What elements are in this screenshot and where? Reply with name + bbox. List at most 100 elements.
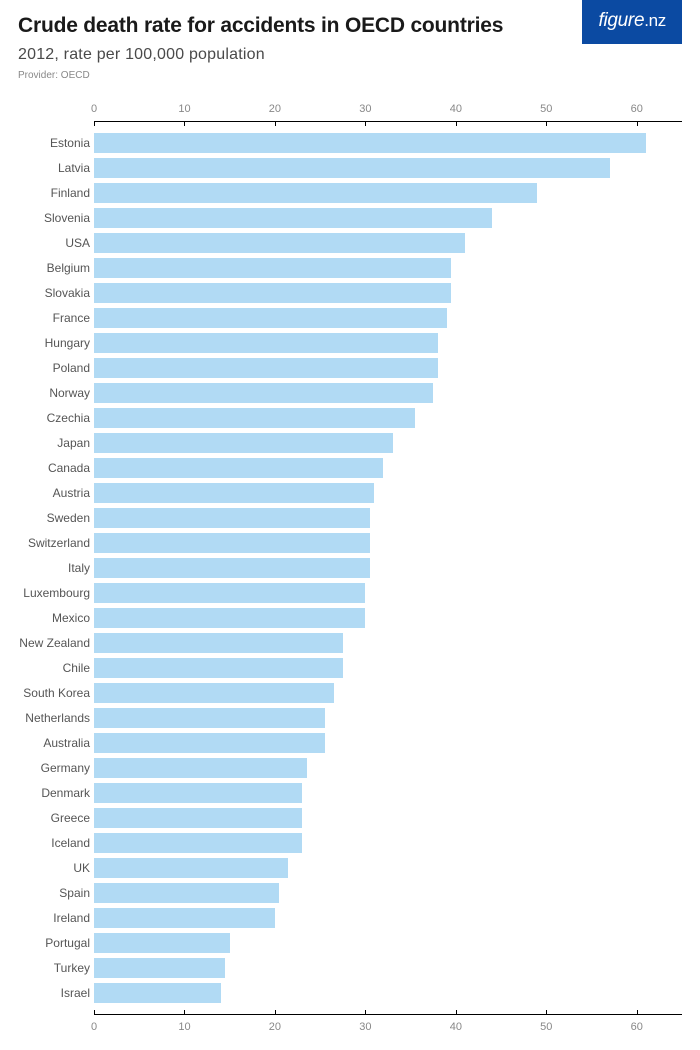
x-tick-label: 40 bbox=[450, 103, 462, 115]
bar bbox=[94, 133, 646, 153]
x-tick-label: 30 bbox=[359, 103, 371, 115]
bar-row bbox=[94, 933, 682, 953]
bar-row bbox=[94, 708, 682, 728]
x-tick-label: 50 bbox=[540, 103, 552, 115]
bar bbox=[94, 908, 275, 928]
bar-row bbox=[94, 733, 682, 753]
bar bbox=[94, 558, 370, 578]
bar-row bbox=[94, 383, 682, 403]
chart-title: Crude death rate for accidents in OECD c… bbox=[18, 14, 503, 38]
bar bbox=[94, 883, 279, 903]
bar bbox=[94, 258, 451, 278]
x-tick-label: 60 bbox=[631, 1021, 643, 1033]
y-category-label: Belgium bbox=[18, 258, 90, 278]
y-category-label: Denmark bbox=[18, 783, 90, 803]
logo-text: figure bbox=[598, 10, 644, 31]
y-category-label: Switzerland bbox=[18, 533, 90, 553]
y-category-label: Australia bbox=[18, 733, 90, 753]
y-category-label: South Korea bbox=[18, 683, 90, 703]
x-tick-label: 40 bbox=[450, 1021, 462, 1033]
x-tick-mark bbox=[546, 121, 547, 126]
bar bbox=[94, 283, 451, 303]
bar-row bbox=[94, 983, 682, 1003]
figure-nz-logo: figure.nz bbox=[582, 0, 682, 44]
bar bbox=[94, 833, 302, 853]
y-category-label: Greece bbox=[18, 808, 90, 828]
x-tick-label: 30 bbox=[359, 1021, 371, 1033]
bar bbox=[94, 708, 325, 728]
bar bbox=[94, 933, 230, 953]
x-tick-mark bbox=[637, 121, 638, 126]
bar bbox=[94, 183, 537, 203]
bar-row bbox=[94, 533, 682, 553]
bar bbox=[94, 458, 383, 478]
y-category-label: Luxembourg bbox=[18, 583, 90, 603]
bar bbox=[94, 383, 433, 403]
bar-row bbox=[94, 633, 682, 653]
y-category-label: Portugal bbox=[18, 933, 90, 953]
bar-row bbox=[94, 583, 682, 603]
bar-row bbox=[94, 883, 682, 903]
bar-row bbox=[94, 158, 682, 178]
y-category-label: USA bbox=[18, 233, 90, 253]
y-category-label: Spain bbox=[18, 883, 90, 903]
bar bbox=[94, 483, 374, 503]
y-category-label: France bbox=[18, 308, 90, 328]
bar-row bbox=[94, 758, 682, 778]
bar bbox=[94, 983, 221, 1003]
y-category-label: Turkey bbox=[18, 958, 90, 978]
x-axis-top: 0102030405060 bbox=[94, 103, 682, 121]
y-category-label: New Zealand bbox=[18, 633, 90, 653]
y-category-label: Netherlands bbox=[18, 708, 90, 728]
bar-row bbox=[94, 558, 682, 578]
bar bbox=[94, 658, 343, 678]
bar bbox=[94, 208, 492, 228]
x-tick-mark bbox=[275, 121, 276, 126]
logo-suffix: .nz bbox=[644, 11, 666, 30]
y-category-label: Estonia bbox=[18, 133, 90, 153]
y-category-label: Slovakia bbox=[18, 283, 90, 303]
bar bbox=[94, 808, 302, 828]
x-tick-mark bbox=[94, 121, 95, 126]
bar-row bbox=[94, 408, 682, 428]
bar-row bbox=[94, 483, 682, 503]
y-category-label: Ireland bbox=[18, 908, 90, 928]
y-category-label: Slovenia bbox=[18, 208, 90, 228]
y-category-label: Sweden bbox=[18, 508, 90, 528]
x-tick-label: 10 bbox=[178, 1021, 190, 1033]
bar bbox=[94, 158, 610, 178]
x-tick-label: 0 bbox=[91, 1021, 97, 1033]
plot-area bbox=[94, 121, 682, 1015]
bar-row bbox=[94, 433, 682, 453]
bar-row bbox=[94, 458, 682, 478]
bar bbox=[94, 608, 365, 628]
x-tick-mark bbox=[456, 121, 457, 126]
bar bbox=[94, 683, 334, 703]
bar-row bbox=[94, 133, 682, 153]
bar bbox=[94, 358, 438, 378]
bar bbox=[94, 508, 370, 528]
bar-row bbox=[94, 958, 682, 978]
y-category-label: Norway bbox=[18, 383, 90, 403]
bar bbox=[94, 783, 302, 803]
bar bbox=[94, 333, 438, 353]
bar bbox=[94, 583, 365, 603]
x-tick-label: 10 bbox=[178, 103, 190, 115]
bar-row bbox=[94, 508, 682, 528]
bar bbox=[94, 858, 288, 878]
y-category-label: Austria bbox=[18, 483, 90, 503]
x-tick-mark bbox=[184, 121, 185, 126]
bar-row bbox=[94, 308, 682, 328]
bar bbox=[94, 433, 393, 453]
x-tick-label: 60 bbox=[631, 103, 643, 115]
y-category-label: Hungary bbox=[18, 333, 90, 353]
bar-row bbox=[94, 783, 682, 803]
bars-container bbox=[94, 133, 682, 1003]
axis-line-top bbox=[94, 121, 682, 122]
bar bbox=[94, 958, 225, 978]
bar bbox=[94, 633, 343, 653]
x-tick-label: 50 bbox=[540, 1021, 552, 1033]
bar bbox=[94, 308, 447, 328]
bar-row bbox=[94, 358, 682, 378]
y-category-label: Japan bbox=[18, 433, 90, 453]
